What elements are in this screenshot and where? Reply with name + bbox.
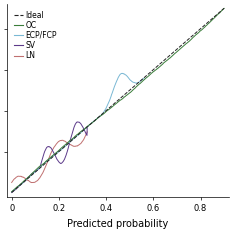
- Legend: Ideal, OC, ECP/FCP, SV, LN: Ideal, OC, ECP/FCP, SV, LN: [13, 10, 58, 61]
- X-axis label: Predicted probability: Predicted probability: [67, 219, 168, 229]
